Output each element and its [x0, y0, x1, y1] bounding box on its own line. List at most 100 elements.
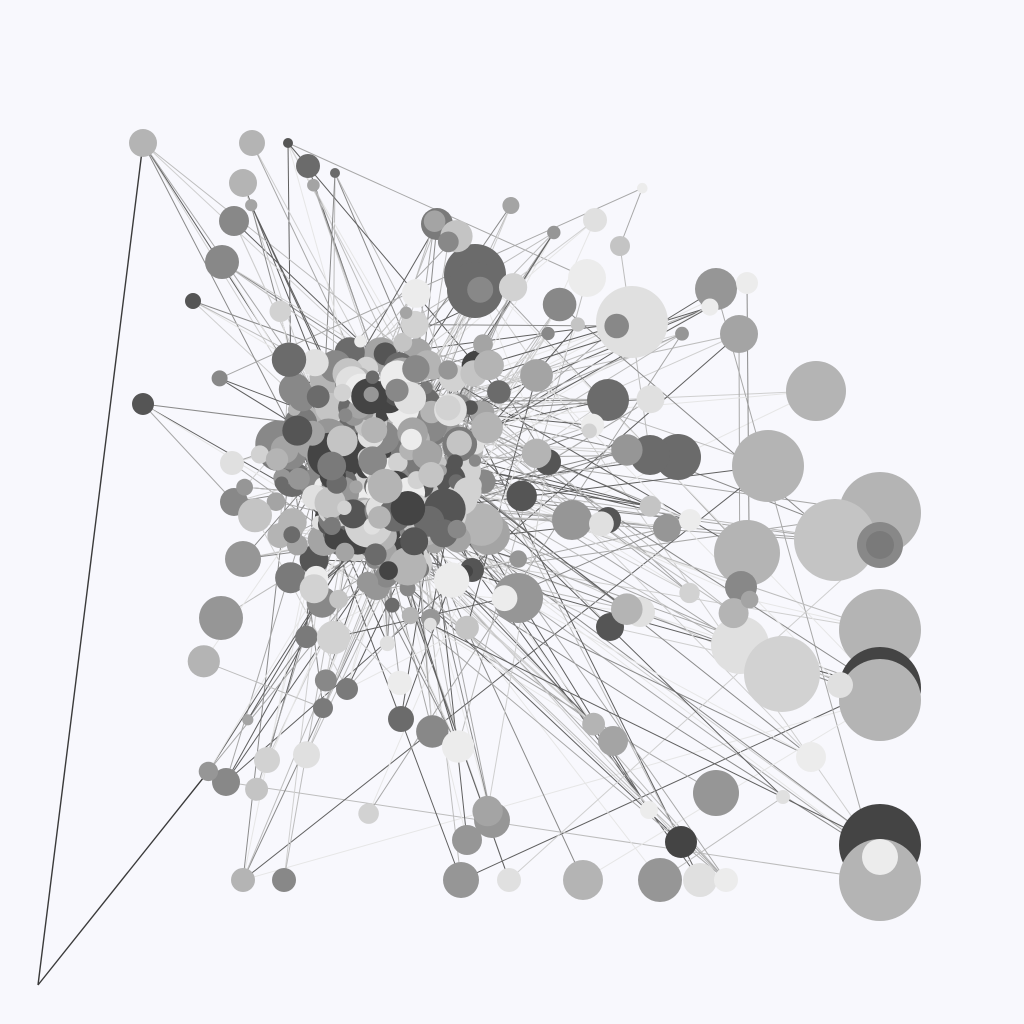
graph-node: [335, 542, 355, 562]
graph-edge: [487, 461, 549, 812]
graph-node: [306, 385, 330, 409]
graph-node: [367, 468, 403, 504]
graph-node: [866, 531, 894, 559]
graph-node: [541, 326, 555, 341]
graph-node: [665, 826, 697, 858]
graph-node: [679, 582, 700, 604]
graph-node: [354, 335, 367, 348]
graph-node: [401, 279, 431, 308]
graph-node: [604, 313, 629, 339]
graph-node: [358, 803, 379, 824]
graph-node: [471, 411, 503, 444]
graph-node: [446, 430, 472, 456]
graph-node: [266, 492, 286, 512]
graph-node: [220, 451, 244, 475]
graph-node: [211, 370, 228, 387]
graph-node: [638, 858, 682, 902]
graph-edge: [479, 289, 549, 463]
graph-node: [254, 747, 280, 773]
graph-node: [487, 380, 511, 404]
graph-edge: [247, 636, 307, 721]
graph-node: [637, 182, 648, 194]
graph-node: [502, 197, 520, 214]
graph-node: [333, 383, 352, 402]
graph-node: [827, 672, 853, 698]
graph-edge: [508, 544, 881, 881]
graph-node: [282, 415, 313, 446]
graph-node: [506, 480, 537, 512]
graph-node: [314, 669, 337, 692]
graph-edge: [346, 615, 411, 690]
graph-edge: [384, 511, 682, 843]
graph-node: [563, 860, 603, 900]
graph-edge: [254, 515, 348, 690]
graph-node: [365, 370, 380, 384]
graph-node: [438, 360, 458, 380]
graph-node: [388, 706, 414, 732]
graph-edge: [242, 570, 389, 881]
graph-node: [199, 596, 243, 640]
graph-node: [596, 286, 668, 358]
graph-node: [610, 236, 630, 256]
graph-node: [245, 199, 258, 212]
graph-node: [740, 590, 759, 609]
graph-node: [463, 400, 478, 415]
graph-edge: [333, 597, 505, 639]
graph-node: [293, 741, 320, 769]
graph-edge: [203, 534, 293, 662]
graph-node: [361, 417, 388, 444]
graph-node: [640, 801, 658, 819]
graph-node: [272, 868, 296, 892]
graph-node: [611, 434, 643, 466]
graph-node: [368, 506, 391, 529]
graph-node: [675, 326, 689, 341]
graph-node: [313, 698, 333, 718]
graph-node: [322, 517, 341, 535]
graph-node: [274, 476, 289, 491]
graph-node: [271, 342, 307, 377]
graph-node: [329, 589, 348, 609]
graph-node: [336, 678, 358, 700]
graph-node: [714, 520, 780, 586]
graph-node: [467, 276, 494, 303]
graph-edge: [422, 512, 881, 858]
graph-node: [245, 777, 269, 801]
graph-node: [265, 448, 289, 471]
graph-node: [238, 498, 272, 533]
graph-node: [447, 519, 467, 539]
graph-node: [338, 408, 353, 423]
graph-node: [472, 795, 503, 827]
graph-node: [185, 293, 201, 309]
graph-node: [498, 273, 528, 302]
graph-node: [683, 863, 717, 897]
graph-node: [732, 430, 804, 502]
graph-node: [473, 334, 493, 355]
graph-node: [693, 770, 739, 816]
graph-node: [491, 585, 518, 612]
graph-node: [229, 169, 257, 197]
graph-node: [862, 839, 898, 875]
graph-node: [679, 509, 701, 531]
graph-node: [447, 454, 463, 471]
graph-node: [423, 210, 446, 232]
graph-node: [583, 208, 607, 232]
graph-node: [542, 287, 577, 322]
graph-node: [636, 385, 665, 414]
graph-node: [443, 862, 479, 898]
graph-node: [509, 550, 527, 568]
graph-node: [839, 589, 921, 671]
graph-node: [423, 617, 437, 631]
graph-node: [794, 499, 876, 581]
graph-node: [714, 868, 738, 892]
graph-node: [356, 571, 379, 594]
graph-node: [242, 714, 254, 726]
graph-edge: [715, 288, 881, 881]
graph-edge: [619, 188, 643, 247]
graph-node: [582, 712, 605, 736]
graph-node: [639, 495, 661, 517]
graph-node: [520, 359, 553, 392]
graph-edge: [346, 627, 468, 690]
graph-node: [275, 562, 307, 594]
graph-node: [400, 527, 429, 556]
